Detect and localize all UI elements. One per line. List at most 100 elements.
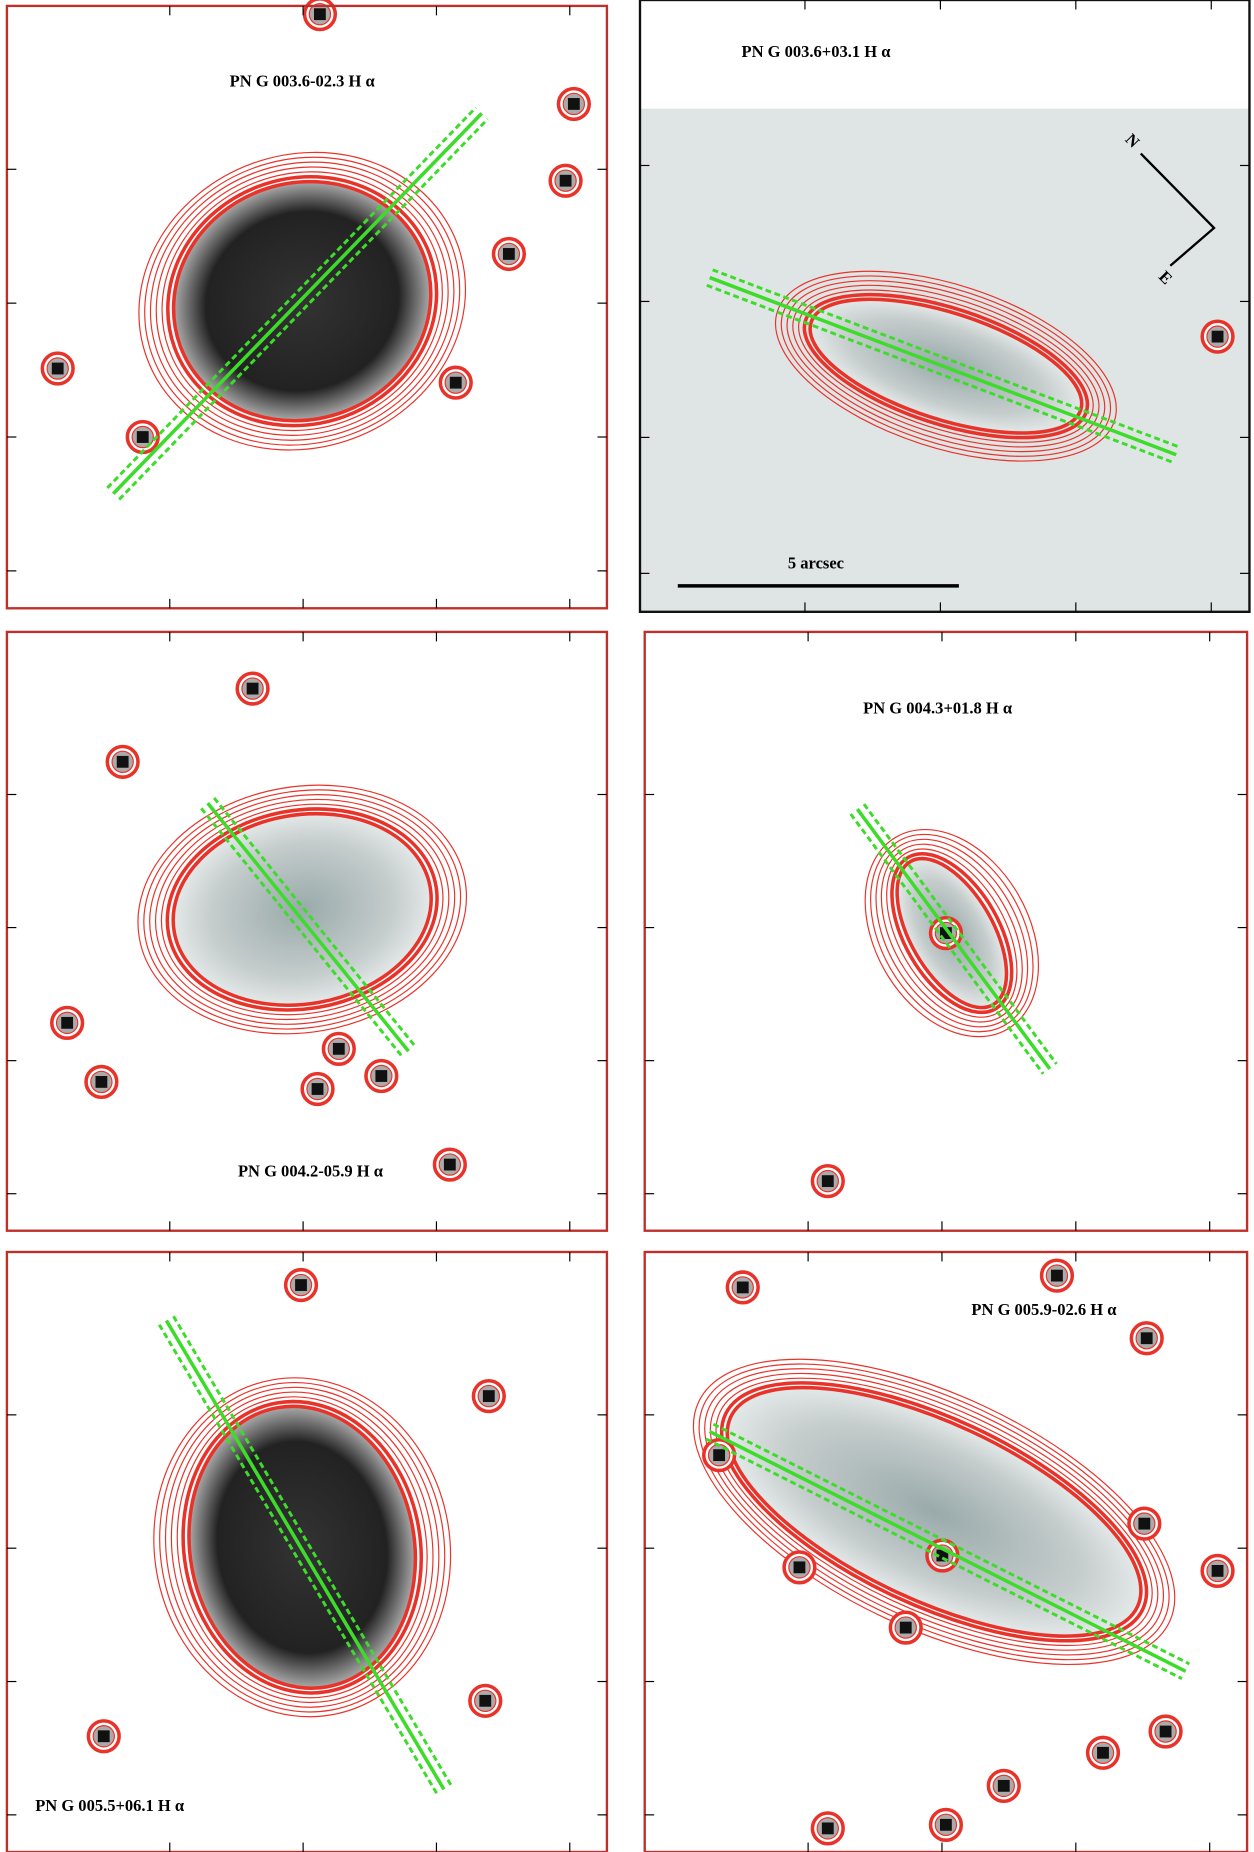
star — [713, 1449, 726, 1462]
star — [1051, 1269, 1063, 1282]
nebula — [173, 813, 432, 1006]
contour — [153, 1377, 452, 1718]
contour — [798, 289, 1094, 443]
slit-edge — [157, 1323, 439, 1795]
contour — [143, 789, 462, 1030]
star — [95, 1076, 108, 1088]
contour — [870, 833, 1034, 1033]
panel-frame — [638, 0, 1251, 614]
scale-bar-label: 5 arcsec — [788, 553, 844, 572]
star — [1211, 330, 1224, 343]
star — [936, 1549, 949, 1562]
panel-label: PN G 003.6+03.1 H α — [742, 42, 892, 61]
contour — [170, 1391, 434, 1704]
slit-edge — [106, 106, 477, 489]
star — [559, 174, 572, 187]
panel-label: PN G 003.6-02.3 H α — [230, 71, 376, 90]
contour — [692, 1358, 1176, 1666]
contour — [164, 1386, 440, 1708]
slit-edge — [712, 1422, 1191, 1666]
contour — [176, 1396, 428, 1699]
star — [899, 1621, 912, 1634]
contour — [698, 1363, 1170, 1661]
panel-label: PN G 004.2-05.9 H α — [238, 1162, 384, 1181]
contour — [144, 156, 461, 446]
contour — [187, 1404, 418, 1690]
star — [939, 1818, 952, 1831]
contour — [161, 171, 443, 432]
panel-frame — [643, 630, 1249, 1232]
contour — [719, 1381, 1149, 1643]
contour — [138, 151, 467, 451]
contour — [171, 179, 433, 423]
star — [116, 755, 129, 768]
star — [443, 1158, 456, 1171]
contour — [171, 811, 433, 1007]
slit — [111, 112, 483, 495]
contour — [704, 1368, 1165, 1656]
slit-edge — [712, 268, 1180, 449]
star — [479, 1694, 492, 1707]
contour — [137, 784, 468, 1035]
star — [51, 362, 64, 375]
slit-edge — [862, 803, 1058, 1065]
star — [311, 1083, 324, 1095]
star — [61, 1016, 74, 1029]
nebula — [727, 1387, 1141, 1637]
slit — [709, 275, 1177, 457]
contour — [715, 1377, 1153, 1647]
star — [375, 1070, 388, 1082]
star — [136, 431, 149, 443]
contour — [181, 1399, 424, 1695]
star — [997, 1779, 1010, 1792]
panel-frame — [5, 4, 609, 610]
star — [295, 1279, 307, 1291]
compass — [1139, 152, 1216, 267]
star — [821, 1822, 834, 1835]
panel: PN G 004.3+01.8 H α — [643, 630, 1249, 1232]
star — [502, 248, 515, 260]
slit — [708, 1429, 1187, 1673]
contour — [149, 794, 456, 1025]
panel: PN G 003.6+03.1 H α — [638, 0, 1251, 614]
slit-edge — [212, 797, 417, 1047]
contour — [165, 807, 439, 1012]
star — [332, 1042, 345, 1055]
star — [246, 682, 259, 695]
panel-label: PN G 005.5+06.1 H α — [35, 1796, 185, 1815]
star — [821, 1175, 834, 1188]
contour — [154, 798, 450, 1021]
slit — [206, 802, 410, 1053]
star — [736, 1281, 749, 1294]
panel-label: PN G 005.9-02.6 H α — [971, 1300, 1117, 1319]
star — [1138, 1517, 1151, 1530]
contour — [890, 852, 1014, 1015]
star — [97, 1730, 110, 1743]
slit-edge — [200, 807, 404, 1058]
star — [1211, 1564, 1224, 1577]
contour — [880, 843, 1023, 1023]
star — [1159, 1725, 1172, 1738]
star — [939, 927, 952, 939]
contour — [160, 803, 444, 1016]
panel: PN G 005.5+06.1 H α — [5, 1250, 609, 1852]
contour — [155, 166, 449, 436]
contour — [709, 1372, 1159, 1651]
panel-label: PN G 004.3+01.8 H α — [863, 699, 1013, 718]
slit-edge — [705, 1437, 1183, 1680]
contour — [808, 297, 1084, 435]
panel: PN G 004.2-05.9 H α — [5, 630, 609, 1232]
contour — [149, 161, 455, 441]
contour — [166, 174, 439, 428]
star — [314, 8, 326, 21]
star — [482, 1390, 495, 1402]
contour — [864, 828, 1040, 1038]
star — [1097, 1746, 1109, 1759]
slit — [164, 1319, 446, 1791]
panel: PN G 003.6-02.3 H α — [5, 0, 609, 610]
star — [449, 376, 462, 389]
slit — [855, 808, 1052, 1070]
contour — [159, 1381, 446, 1713]
